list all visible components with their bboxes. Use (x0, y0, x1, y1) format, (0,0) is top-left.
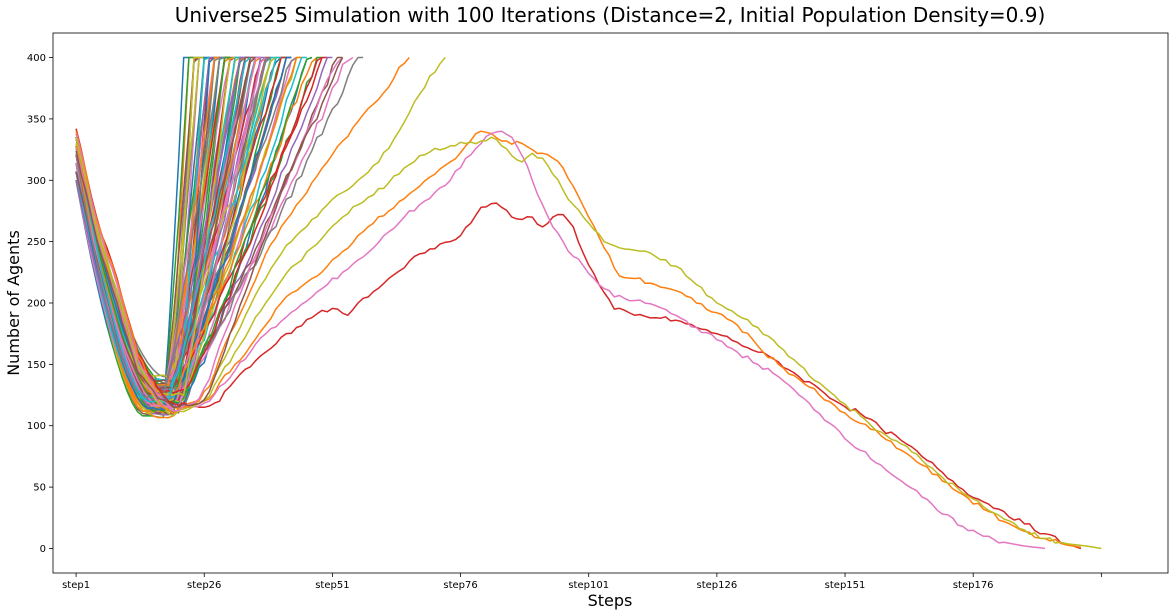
x-axis-title: Steps (588, 591, 633, 610)
chart-title: Universe25 Simulation with 100 Iteration… (175, 3, 1046, 27)
y-tick-label: 150 (27, 360, 46, 371)
series-line (75, 128, 1082, 550)
y-tick-label: 250 (27, 237, 46, 248)
y-tick-label: 400 (27, 53, 46, 64)
x-tick-label: step1 (62, 580, 90, 591)
y-tick-label: 50 (33, 483, 46, 494)
series-line (75, 56, 225, 399)
series-line (75, 57, 344, 409)
x-tick-label: step51 (315, 580, 349, 591)
series-line (75, 136, 1102, 550)
x-tick-label: step151 (825, 580, 866, 591)
y-tick-label: 300 (27, 176, 46, 187)
series-line (75, 56, 307, 394)
y-axis-title: Number of Agents (4, 230, 23, 376)
y-tick-label: 0 (40, 544, 46, 555)
series-line (75, 56, 251, 404)
x-tick-label: step176 (953, 580, 994, 591)
x-axis: step1 step26 step51 step76 step101 step126 ste… (62, 573, 1102, 591)
series-line (75, 56, 313, 405)
x-tick-label: step76 (443, 580, 477, 591)
y-tick-label: 350 (27, 114, 46, 125)
x-tick-label: step26 (187, 580, 221, 591)
series-line (75, 56, 282, 401)
series-layer (75, 56, 1102, 550)
y-tick-label: 200 (27, 299, 46, 310)
x-tick-label: step126 (697, 580, 738, 591)
series-line (75, 130, 1082, 548)
y-tick-label: 100 (27, 421, 46, 432)
x-tick-label: step101 (568, 580, 609, 591)
y-axis: 0 50 100 150 200 250 300 350 400 (27, 53, 53, 555)
series-line (75, 130, 1046, 550)
